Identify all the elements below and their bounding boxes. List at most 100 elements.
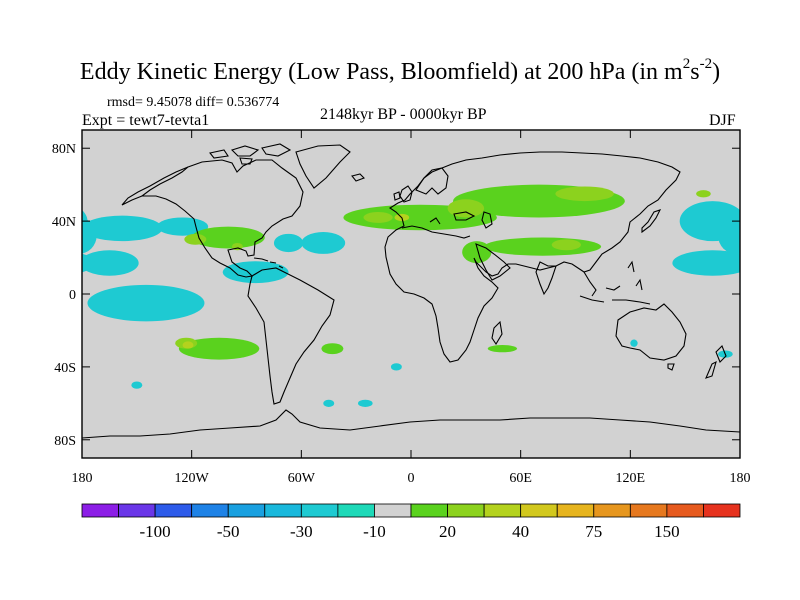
coastline-eurasia-africa <box>384 151 681 363</box>
colorbar-box <box>666 503 704 518</box>
colorbar-label: 40 <box>512 522 529 541</box>
colorbar-box <box>300 503 339 518</box>
colorbar-box <box>337 503 375 518</box>
coastline-arctic-islands <box>209 143 292 165</box>
field-SIO-neg <box>630 339 638 347</box>
colorbar-box <box>374 503 412 518</box>
title-end: ) <box>712 59 721 85</box>
y-tick-label: 80N <box>52 142 76 157</box>
colorbar-box <box>483 503 522 518</box>
field-NAtl-neg <box>273 233 304 253</box>
coastline-layer <box>82 143 740 439</box>
field-Asia-core <box>555 186 614 202</box>
colorbar-box <box>81 503 119 518</box>
colorbar-box <box>154 503 193 518</box>
stats-label: rmsd= 9.45078 diff= 0.536774 <box>107 95 280 110</box>
colorbar-box <box>191 503 229 518</box>
colorbar-box <box>447 503 485 518</box>
field-subtrop-pac-neg <box>82 250 139 276</box>
colorbar-box <box>556 503 595 518</box>
colorbar-label: -100 <box>140 522 171 541</box>
coastline-arabia <box>475 243 511 281</box>
colorbar-box <box>227 503 266 518</box>
coastline-southeast-asia <box>579 260 651 305</box>
y-tick-label: 80S <box>54 434 76 449</box>
chart-title: Eddy Kinetic Energy (Low Pass, Bloomfiel… <box>0 56 800 86</box>
x-tick-label: 120W <box>175 471 210 486</box>
season-label: DJF <box>709 112 736 129</box>
field-NAmer-pos <box>191 226 265 249</box>
colorbar: -100 -50 -30 -10 20 40 75 150 <box>81 503 741 541</box>
coastline-south-america <box>247 267 335 405</box>
x-tick-label: 60W <box>288 471 316 486</box>
coastline-new-zealand <box>705 345 727 379</box>
field-Euro-core <box>363 212 393 223</box>
title-superscript-2: -2 <box>699 56 713 72</box>
colorbar-box <box>703 503 741 518</box>
field-Asia-core-b <box>696 190 711 198</box>
coastline-north-america <box>140 159 304 278</box>
field-WPac-neg <box>82 253 95 273</box>
x-tick-label: 120E <box>616 471 646 486</box>
colorbar-box <box>629 503 668 518</box>
field-SO-neg-c <box>131 381 143 389</box>
field-Mideast-pos <box>462 241 492 264</box>
field-SAtl-neg <box>390 363 402 371</box>
colorbar-label: -50 <box>217 522 240 541</box>
field-SubAsia-core <box>551 239 581 251</box>
colorbar-label: -10 <box>363 522 386 541</box>
y-tick-label: 0 <box>69 288 76 303</box>
colorbar-box <box>593 503 631 518</box>
coastline-iceland <box>351 173 365 182</box>
field-NAtl-neg-b <box>301 232 346 254</box>
coastline-madagascar <box>491 320 503 346</box>
field-SPac-pos <box>178 337 260 360</box>
field-SO-neg-b <box>357 399 373 407</box>
colorbar-label: 150 <box>654 522 680 541</box>
colorbar-box <box>410 503 448 518</box>
field-SO-neg <box>323 399 335 407</box>
colorbar-box <box>520 503 558 518</box>
coastline-australia <box>615 303 687 361</box>
coastline-british-isles <box>393 185 413 203</box>
coastline-mediterranean <box>401 211 493 239</box>
x-tick-label: 180 <box>72 471 93 486</box>
field-NPac-east-neg <box>82 215 163 242</box>
y-tick-label: 40N <box>52 215 76 230</box>
field-subtrop-pac-neg <box>738 258 740 268</box>
experiment-label: Expt = tewt7-tevta1 <box>82 112 210 129</box>
title-main: Eddy Kinetic Energy (Low Pass, Bloomfiel… <box>79 59 683 85</box>
y-tick-label: 40S <box>54 361 76 376</box>
field-WPac-neg <box>672 250 740 276</box>
field-NAmer-core <box>184 233 207 245</box>
field-SIO-pos <box>487 345 518 353</box>
colorbar-label: -30 <box>290 522 313 541</box>
field-trop-pac-neg-b <box>222 261 289 284</box>
field-SAtl-pos <box>321 343 344 355</box>
coastline-alaska <box>121 166 189 206</box>
coastline-greenland <box>295 144 351 189</box>
x-tick-label: 60E <box>509 471 532 486</box>
x-tick-label: 0 <box>408 471 415 486</box>
axis-ticks: 180 120W 60W 0 60E 120E 180 80N 40N 0 40S 80S <box>52 130 751 486</box>
colorbar-label: 75 <box>585 522 602 541</box>
field-Euro-core-b <box>447 199 485 218</box>
coastline-tasmania <box>667 363 675 371</box>
coastline-india <box>535 261 557 296</box>
title-superscript-1: 2 <box>682 56 691 72</box>
colorbar-label: 20 <box>439 522 456 541</box>
period-label: 2148kyr BP - 0000kyr BP <box>320 106 487 123</box>
x-tick-label: 180 <box>730 471 751 486</box>
coastline-scandinavia <box>415 167 449 195</box>
coastline-caribbean <box>253 257 284 269</box>
coastline-antarctica <box>82 409 740 439</box>
field-trop-pac-neg <box>87 284 205 322</box>
field-SubAsia-pos <box>484 237 602 256</box>
title-mid: s <box>690 59 700 85</box>
field-NPac-west-neg-b <box>718 217 740 254</box>
colorbar-box <box>264 503 302 518</box>
coastline-japan <box>641 209 662 234</box>
field-SPac-peak <box>182 341 194 349</box>
colorbar-box <box>118 503 156 518</box>
